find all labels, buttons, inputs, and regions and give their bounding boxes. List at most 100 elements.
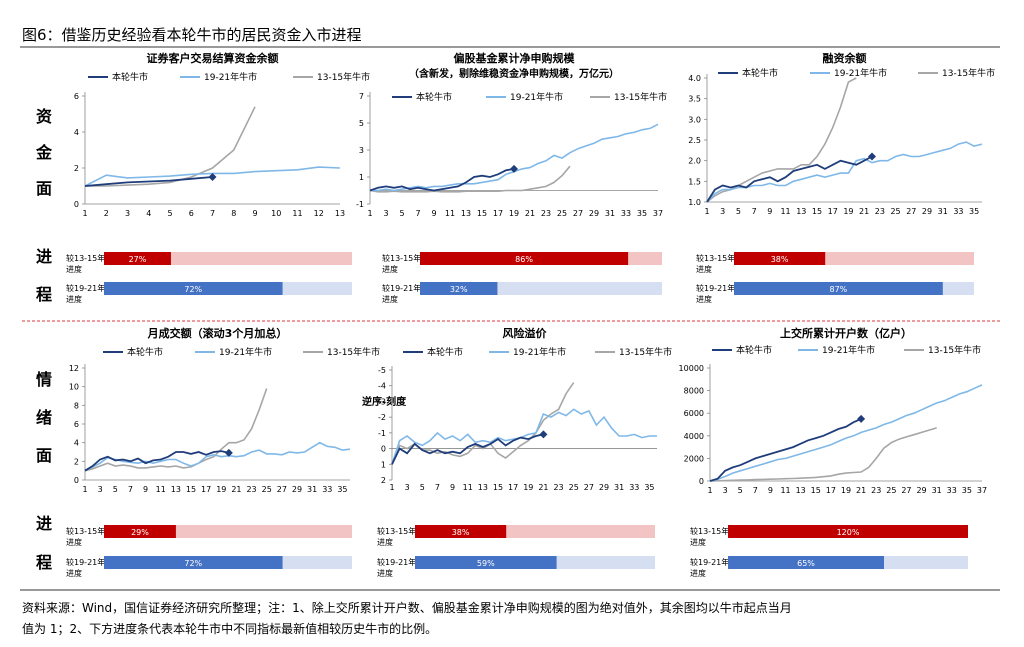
legend-label-bull_1315: 13-15年牛市 <box>942 67 995 79</box>
x-tick-label: 17 <box>493 209 503 218</box>
progress-fill <box>420 252 629 265</box>
x-tick-label: 31 <box>932 486 942 495</box>
y-tick-label: 4 <box>74 128 79 137</box>
y-tick-label: 6 <box>74 92 79 101</box>
latest-point-marker <box>539 430 548 439</box>
x-tick-label: 37 <box>653 209 663 218</box>
legend-label-current: 本轮牛市 <box>416 91 452 103</box>
series-line-current <box>84 176 213 187</box>
x-tick-label: 13 <box>335 209 345 218</box>
y-tick-label: 2.5 <box>688 136 701 145</box>
y-tick-label: 2 <box>74 457 79 466</box>
x-tick-label: 27 <box>573 209 583 218</box>
x-tick-label: 37 <box>977 486 987 495</box>
x-tick-label: 35 <box>644 483 654 492</box>
progress-label-1921-line1: 较19-21年 <box>377 557 416 567</box>
legend-label-bull_1315: 13-15年牛市 <box>928 344 981 356</box>
x-tick-label: 5 <box>113 485 118 494</box>
row-label-sent-3: 面 <box>36 446 52 465</box>
x-tick-label: 13 <box>478 483 488 492</box>
x-tick-label: 33 <box>953 207 963 216</box>
progress-label-1315-line1: 较13-15年 <box>690 526 729 536</box>
x-tick-label: 7 <box>210 209 215 218</box>
legend-label-bull_1921: 19-21年牛市 <box>510 91 563 103</box>
x-tick-label: 29 <box>916 486 926 495</box>
progress-label-1315-line2: 进度 <box>66 264 82 274</box>
row-label-sent-2: 绪 <box>36 408 52 427</box>
x-tick-label: 3 <box>98 485 103 494</box>
x-tick-label: 5 <box>738 486 743 495</box>
note-line-1: 资料来源：Wind，国信证券经济研究所整理；注：1、除上交所累计开户数、偏股基金… <box>22 600 792 615</box>
y-tick-label: -1 <box>378 429 386 438</box>
y-tick-label: 4000 <box>684 432 704 441</box>
x-tick-label: 17 <box>201 485 211 494</box>
progress-fill <box>420 282 498 295</box>
x-tick-label: 21 <box>859 207 869 216</box>
series-line-current <box>709 418 862 482</box>
x-tick-label: 1 <box>82 209 87 218</box>
x-tick-label: 3 <box>723 486 728 495</box>
latest-point-marker <box>510 164 518 173</box>
x-tick-label: 31 <box>605 209 615 218</box>
legend-label-bull_1315: 13-15年牛市 <box>317 71 370 83</box>
x-tick-label: 11 <box>156 485 166 494</box>
x-tick-label: 21 <box>538 483 548 492</box>
y-tick-label: -3 <box>378 397 386 406</box>
y-tick-label: -2 <box>378 413 386 422</box>
chart-title: 证券客户交易结算资金余额 <box>147 51 279 65</box>
x-tick-label: 27 <box>277 485 287 494</box>
series-line-bull_1315 <box>85 106 256 187</box>
progress-value: 27% <box>129 255 147 264</box>
latest-point-marker <box>208 173 217 181</box>
progress-value: 72% <box>184 559 202 568</box>
latest-point-marker <box>224 448 233 457</box>
y-tick-label: 6000 <box>684 409 704 418</box>
chart-title: 月成交额（滚动3个月加总） <box>147 326 288 340</box>
x-tick-label: 11 <box>463 483 473 492</box>
progress-label-1315-line2: 进度 <box>377 537 393 547</box>
x-tick-label: 3 <box>383 209 388 218</box>
progress-fill <box>734 282 943 295</box>
x-tick-label: 4 <box>146 209 151 218</box>
x-tick-label: 13 <box>171 485 181 494</box>
y-tick-label: 1.5 <box>688 177 701 186</box>
series-line-current <box>369 168 515 192</box>
x-tick-label: 9 <box>767 207 772 216</box>
row-label-fund-2: 金 <box>35 143 53 162</box>
progress-label-1921-line1: 较19-21年 <box>66 283 105 293</box>
x-tick-label: 13 <box>796 207 806 216</box>
x-tick-label: 1 <box>707 486 712 495</box>
x-tick-label: 33 <box>322 485 332 494</box>
x-tick-label: 27 <box>584 483 594 492</box>
figure-title: 图6：借鉴历史经验看本轮牛市的居民资金入市进程 <box>22 26 362 44</box>
progress-fill <box>104 282 283 295</box>
x-tick-label: 23 <box>871 486 881 495</box>
x-tick-label: 2 <box>104 209 109 218</box>
y-tick-label: 2000 <box>684 454 704 463</box>
x-tick-label: 27 <box>901 486 911 495</box>
legend-label-current: 本轮牛市 <box>742 67 778 79</box>
series-line-bull_1315 <box>84 388 268 472</box>
x-tick-label: 9 <box>252 209 257 218</box>
legend-label-current: 本轮牛市 <box>112 71 148 83</box>
x-tick-label: 35 <box>969 207 979 216</box>
progress-label-1315-line1: 较13-15年 <box>382 253 421 263</box>
x-tick-label: 31 <box>938 207 948 216</box>
x-tick-label: 1 <box>367 209 372 218</box>
series-line-bull_1315 <box>709 427 937 482</box>
x-tick-label: 8 <box>231 209 236 218</box>
progress-label-1315-line1: 较13-15年 <box>66 253 105 263</box>
x-tick-label: 19 <box>843 207 853 216</box>
x-tick-label: 29 <box>922 207 932 216</box>
progress-value: 38% <box>452 528 470 537</box>
progress-label-1315-line1: 较13-15年 <box>696 253 735 263</box>
series-line-bull_1921 <box>709 384 983 482</box>
x-tick-label: 17 <box>828 207 838 216</box>
legend-label-bull_1921: 19-21年牛市 <box>822 344 875 356</box>
progress-fill <box>104 252 171 265</box>
progress-label-1315-line2: 进度 <box>66 537 82 547</box>
y-tick-label: 1 <box>381 460 386 469</box>
